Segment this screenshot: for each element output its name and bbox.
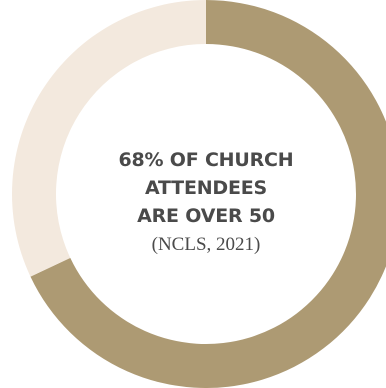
donut-slice-minority [11, 0, 207, 277]
headline-line-2: ATTENDEES [144, 177, 268, 199]
headline-line-3: ARE OVER 50 [137, 205, 275, 227]
headline-line-1: 68% OF CHURCH [118, 149, 294, 171]
center-label: 68% OF CHURCH ATTENDEES ARE OVER 50 (NCL… [93, 146, 319, 257]
source-citation: (NCLS, 2021) [151, 234, 261, 255]
